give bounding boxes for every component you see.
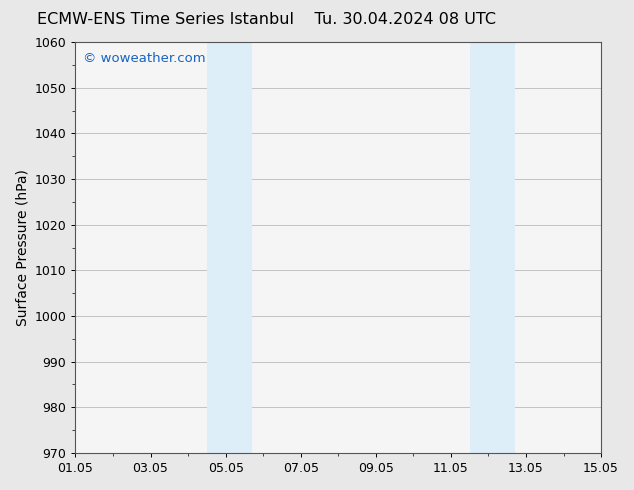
Bar [230, 42, 252, 453]
Text: ECMW-ENS Time Series Istanbul    Tu. 30.04.2024 08 UTC: ECMW-ENS Time Series Istanbul Tu. 30.04.… [37, 12, 496, 27]
Y-axis label: Surface Pressure (hPa): Surface Pressure (hPa) [15, 169, 29, 326]
Bar [207, 42, 230, 453]
Bar [470, 42, 492, 453]
Bar [492, 42, 515, 453]
Text: © woweather.com: © woweather.com [83, 52, 206, 65]
